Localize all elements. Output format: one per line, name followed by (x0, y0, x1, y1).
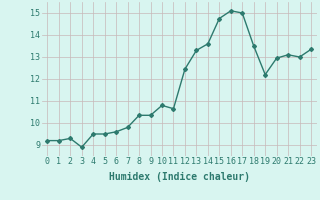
X-axis label: Humidex (Indice chaleur): Humidex (Indice chaleur) (109, 172, 250, 182)
